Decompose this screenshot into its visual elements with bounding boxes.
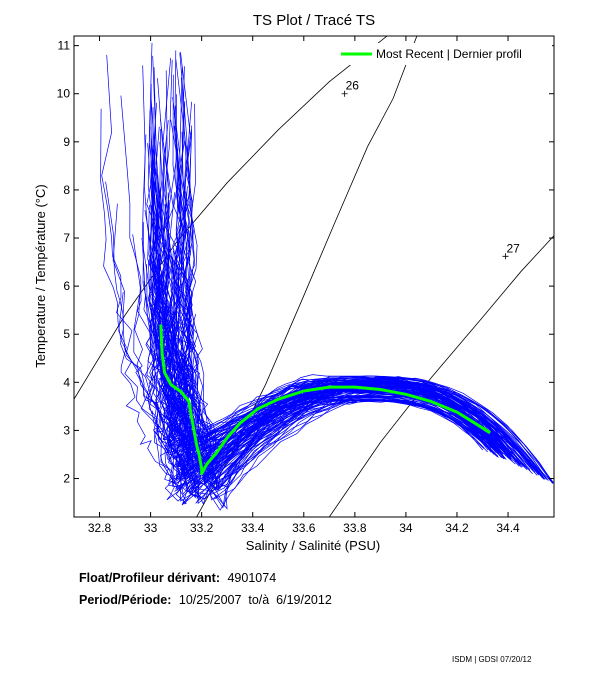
density-contours bbox=[74, 36, 554, 517]
profile-line bbox=[141, 134, 531, 484]
x-tick-label: 33.4 bbox=[241, 521, 265, 535]
density-contour bbox=[328, 235, 554, 517]
x-tick-label: 34.2 bbox=[445, 521, 469, 535]
profile-line bbox=[177, 162, 517, 491]
plot-area bbox=[74, 36, 554, 517]
y-tick-label: 10 bbox=[57, 87, 71, 101]
y-tick-label: 8 bbox=[63, 183, 70, 197]
x-tick-label: 33.6 bbox=[292, 521, 316, 535]
profile-line bbox=[155, 165, 492, 453]
x-tick-label: 33.8 bbox=[343, 521, 367, 535]
profile-line bbox=[185, 191, 483, 489]
profile-line bbox=[152, 126, 523, 468]
x-axis: 32.8 33 33.2 33.4 33.6 33.8 34 34.2 34.4 bbox=[88, 36, 520, 535]
float-label: Float/Profileur dérivant: bbox=[79, 571, 220, 585]
profile-line bbox=[180, 125, 512, 460]
legend-entry: Most Recent | Dernier profil bbox=[376, 47, 522, 61]
profile-line bbox=[166, 241, 522, 490]
x-tick-label: 34.4 bbox=[496, 521, 520, 535]
y-tick-label: 5 bbox=[63, 327, 70, 341]
period-value: 10/25/2007 to/à 6/19/2012 bbox=[178, 593, 332, 607]
legend: Most Recent | Dernier profil bbox=[334, 43, 552, 65]
x-tick-label: 32.8 bbox=[88, 521, 112, 535]
float-value: 4901074 bbox=[227, 571, 277, 585]
contour-label: 26 bbox=[346, 79, 360, 93]
y-tick-label: 11 bbox=[58, 39, 71, 53]
y-axis: 2 3 4 5 6 7 8 9 10 11 bbox=[57, 39, 554, 486]
legend-box bbox=[334, 43, 552, 65]
profile-line bbox=[161, 192, 517, 486]
x-tick-label: 33.2 bbox=[190, 521, 214, 535]
recent-profile bbox=[159, 324, 491, 476]
x-tick-label: 33 bbox=[144, 521, 158, 535]
most-recent-line bbox=[159, 324, 491, 476]
profile-line bbox=[180, 52, 554, 484]
contour-marker bbox=[502, 253, 509, 260]
y-tick-label: 2 bbox=[63, 472, 70, 486]
y-tick-label: 9 bbox=[63, 135, 70, 149]
y-tick-label: 3 bbox=[63, 423, 70, 437]
profile-line bbox=[151, 107, 540, 475]
profile-line bbox=[159, 310, 484, 446]
profile-line bbox=[185, 328, 503, 488]
y-tick-label: 7 bbox=[63, 231, 70, 245]
x-tick-label: 34 bbox=[399, 521, 413, 535]
chart-title: TS Plot / Tracé TS bbox=[253, 12, 375, 29]
profile-line bbox=[173, 187, 553, 483]
profile-line bbox=[175, 337, 505, 505]
density-contour bbox=[74, 36, 388, 400]
contour-label: 27 bbox=[506, 241, 520, 255]
profile-line bbox=[151, 222, 496, 476]
period-label: Period/Période: bbox=[79, 593, 172, 607]
profile-line bbox=[174, 58, 495, 505]
plot-frame bbox=[73, 35, 555, 518]
y-axis-label: Temperature / Température (°C) bbox=[33, 184, 48, 367]
footer-credit: ISDM | GDSI 07/20/12 bbox=[452, 655, 532, 664]
profile-line bbox=[151, 128, 511, 487]
profile-line bbox=[149, 126, 499, 486]
profile-line bbox=[173, 140, 501, 477]
x-axis-label: Salinity / Salinité (PSU) bbox=[246, 538, 380, 553]
contour-labels: 26 27 bbox=[341, 79, 520, 260]
profile-line bbox=[153, 164, 496, 479]
period-info: Period/Période: 10/25/2007 to/à 6/19/201… bbox=[79, 593, 332, 607]
profile-line bbox=[151, 127, 527, 467]
y-tick-label: 4 bbox=[63, 375, 70, 389]
profile-line bbox=[154, 168, 547, 480]
all-profiles bbox=[100, 42, 554, 511]
float-info: Float/Profileur dérivant: 4901074 bbox=[79, 571, 276, 585]
contour-marker bbox=[341, 90, 348, 97]
y-tick-label: 6 bbox=[63, 279, 70, 293]
